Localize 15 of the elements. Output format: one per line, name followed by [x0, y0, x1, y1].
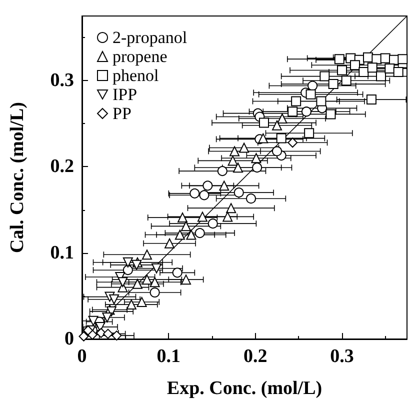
x-tick-label: 0 — [77, 346, 87, 367]
x-tick-label: 0.3 — [330, 346, 354, 367]
legend-label: IPP — [112, 85, 138, 104]
legend-label: 2-propanol — [112, 28, 188, 47]
legend-label: phenol — [112, 66, 160, 85]
x-tick-label: 0.2 — [243, 346, 268, 367]
y-tick-label: 0.3 — [50, 70, 74, 92]
legend-label: propene — [112, 47, 168, 66]
y-tick-label: 0.2 — [50, 156, 74, 178]
y-tick-label: 0 — [64, 328, 74, 350]
x-axis-title: Exp. Conc. (mol/L) — [166, 378, 322, 399]
legend-label: PP — [112, 104, 132, 123]
y-axis-title: Cal. Conc. (mol/L) — [7, 102, 28, 253]
y-tick-label: 0.1 — [50, 242, 74, 264]
x-tick-label: 0.1 — [156, 346, 181, 367]
